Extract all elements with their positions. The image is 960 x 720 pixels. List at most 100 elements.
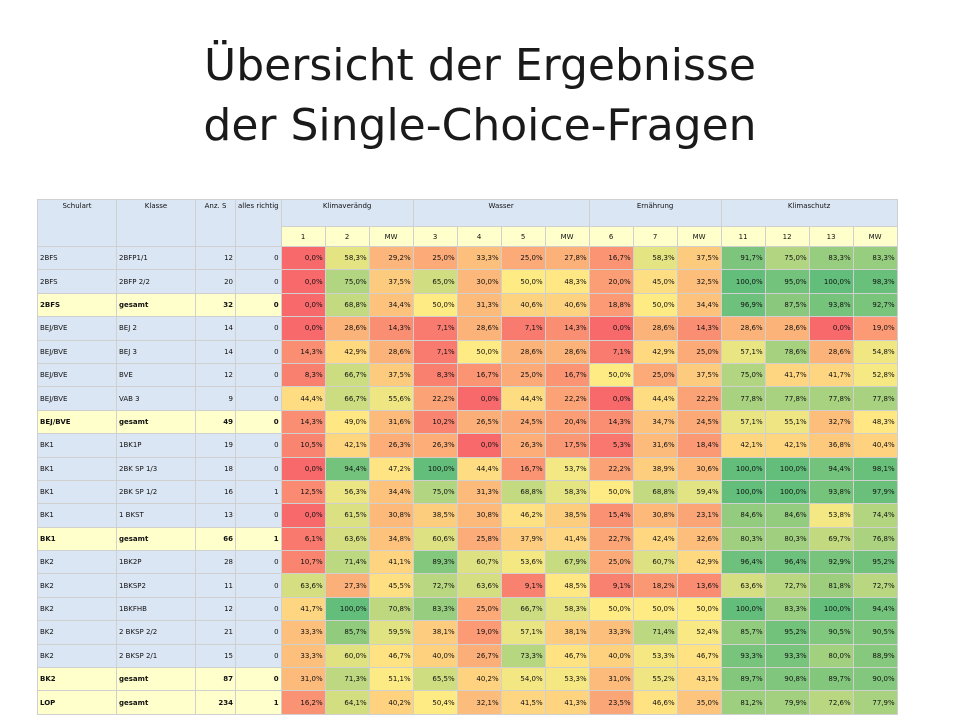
- cell-percent: 89,3%: [412, 550, 458, 575]
- cell-percent: 0,0%: [280, 245, 326, 271]
- cell-klasse: gesamt: [116, 690, 196, 715]
- cell-alles-richtig: 1: [235, 479, 282, 505]
- cell-percent: 50,0%: [588, 596, 634, 622]
- table-row: BK1 2BK SP 1/2 16 1 12,5% 56,3% 34,4% 75,0% 31,3…: [37, 479, 898, 505]
- cell-alles-richtig: 0: [235, 573, 282, 598]
- cell-percent: 66,7%: [324, 386, 370, 411]
- header-group-klima: Klimaverändg: [280, 199, 414, 227]
- cell-percent: 28,6%: [544, 339, 590, 364]
- cell-percent: 68,8%: [500, 479, 546, 505]
- cell-percent: 34,4%: [676, 292, 722, 318]
- cell-percent: 37,5%: [368, 362, 414, 388]
- cell-percent: 0,0%: [456, 433, 502, 458]
- cell-percent: 8,3%: [412, 362, 458, 388]
- cell-percent: 55,1%: [764, 409, 810, 435]
- cell-percent: 16,2%: [280, 690, 326, 715]
- subheader-col: 1: [280, 226, 326, 247]
- cell-anz: 11: [195, 573, 236, 598]
- cell-alles-richtig: 0: [235, 433, 282, 458]
- cell-percent: 70,8%: [368, 596, 414, 622]
- cell-percent: 31,3%: [456, 479, 502, 505]
- cell-klasse: BVE: [116, 362, 196, 388]
- cell-percent: 14,3%: [280, 339, 326, 364]
- table-row: BK2 1BKFHB 12 0 41,7% 100,0% 70,8% 83,3% 25,0% 66…: [37, 596, 898, 622]
- cell-percent: 77,8%: [764, 386, 810, 411]
- cell-klasse: BEJ 2: [116, 316, 196, 341]
- cell-percent: 37,9%: [500, 526, 546, 552]
- cell-percent: 16,7%: [500, 456, 546, 481]
- cell-percent: 50,0%: [588, 479, 634, 505]
- cell-anz: 19: [195, 433, 236, 458]
- cell-percent: 7,1%: [412, 339, 458, 364]
- cell-percent: 83,3%: [852, 245, 898, 271]
- cell-percent: 35,0%: [676, 690, 722, 715]
- cell-percent: 75,0%: [324, 269, 370, 294]
- cell-percent: 60,7%: [456, 550, 502, 575]
- cell-percent: 34,4%: [368, 479, 414, 505]
- cell-percent: 31,3%: [456, 292, 502, 318]
- cell-klasse: 1 BKST: [116, 503, 196, 528]
- cell-percent: 26,3%: [500, 433, 546, 458]
- cell-anz: 15: [195, 643, 236, 669]
- cell-percent: 47,2%: [368, 456, 414, 481]
- cell-percent: 78,6%: [764, 339, 810, 364]
- cell-percent: 34,8%: [368, 526, 414, 552]
- cell-percent: 63,6%: [280, 573, 326, 598]
- cell-percent: 60,0%: [324, 643, 370, 669]
- table-row: BK2 1BK2P 28 0 10,7% 71,4% 41,1% 89,3% 60,7% 53,6…: [37, 550, 898, 575]
- cell-percent: 100,0%: [324, 596, 370, 622]
- cell-percent: 31,6%: [632, 433, 678, 458]
- cell-percent: 38,1%: [544, 620, 590, 645]
- cell-percent: 16,7%: [588, 245, 634, 271]
- cell-percent: 60,6%: [412, 526, 458, 552]
- header-klasse: Klasse: [116, 199, 196, 227]
- cell-percent: 81,2%: [720, 690, 766, 715]
- cell-percent: 84,6%: [720, 503, 766, 528]
- cell-percent: 42,9%: [324, 339, 370, 364]
- cell-percent: 58,3%: [544, 479, 590, 505]
- cell-percent: 97,9%: [852, 479, 898, 505]
- cell-anz: 13: [195, 503, 236, 528]
- cell-percent: 20,0%: [588, 269, 634, 294]
- cell-percent: 96,9%: [720, 292, 766, 318]
- cell-percent: 14,3%: [280, 409, 326, 435]
- cell-percent: 63,6%: [456, 573, 502, 598]
- cell-percent: 24,5%: [676, 409, 722, 435]
- cell-percent: 38,5%: [412, 503, 458, 528]
- cell-percent: 18,4%: [676, 433, 722, 458]
- table-row-total: 2BFS gesamt 32 0 0,0% 68,8% 34,4% 50,0% 31,3% 40,…: [37, 292, 898, 318]
- cell-percent: 22,2%: [544, 386, 590, 411]
- subheader-col: 3: [412, 226, 458, 247]
- cell-percent: 50,0%: [676, 596, 722, 622]
- cell-percent: 38,9%: [632, 456, 678, 481]
- cell-anz: 32: [195, 292, 236, 318]
- cell-percent: 22,2%: [676, 386, 722, 411]
- subheader-blank: [235, 226, 282, 247]
- cell-percent: 37,5%: [676, 362, 722, 388]
- cell-percent: 94,4%: [808, 456, 854, 481]
- cell-percent: 57,1%: [720, 339, 766, 364]
- cell-percent: 50,0%: [412, 292, 458, 318]
- cell-percent: 92,7%: [852, 292, 898, 318]
- cell-percent: 98,3%: [852, 269, 898, 294]
- table-row: BK2 1BKSP2 11 0 63,6% 27,3% 45,5% 72,7% 63,6% 9,1…: [37, 573, 898, 598]
- cell-percent: 14,3%: [588, 409, 634, 435]
- cell-percent: 75,0%: [412, 479, 458, 505]
- cell-percent: 31,0%: [588, 667, 634, 692]
- cell-klasse: gesamt: [116, 292, 196, 318]
- cell-percent: 77,8%: [852, 386, 898, 411]
- cell-percent: 46,6%: [632, 690, 678, 715]
- cell-percent: 100,0%: [720, 269, 766, 294]
- cell-percent: 50,0%: [500, 269, 546, 294]
- cell-klasse: 1BK2P: [116, 550, 196, 575]
- cell-percent: 25,0%: [632, 362, 678, 388]
- cell-percent: 6,1%: [280, 526, 326, 552]
- cell-klasse: 2 BKSP 2/2: [116, 620, 196, 645]
- cell-percent: 41,7%: [764, 362, 810, 388]
- subheader-col: MW: [676, 226, 722, 247]
- cell-percent: 38,1%: [412, 620, 458, 645]
- cell-alles-richtig: 0: [235, 386, 282, 411]
- cell-anz: 28: [195, 550, 236, 575]
- cell-percent: 34,4%: [368, 292, 414, 318]
- cell-alles-richtig: 0: [235, 643, 282, 669]
